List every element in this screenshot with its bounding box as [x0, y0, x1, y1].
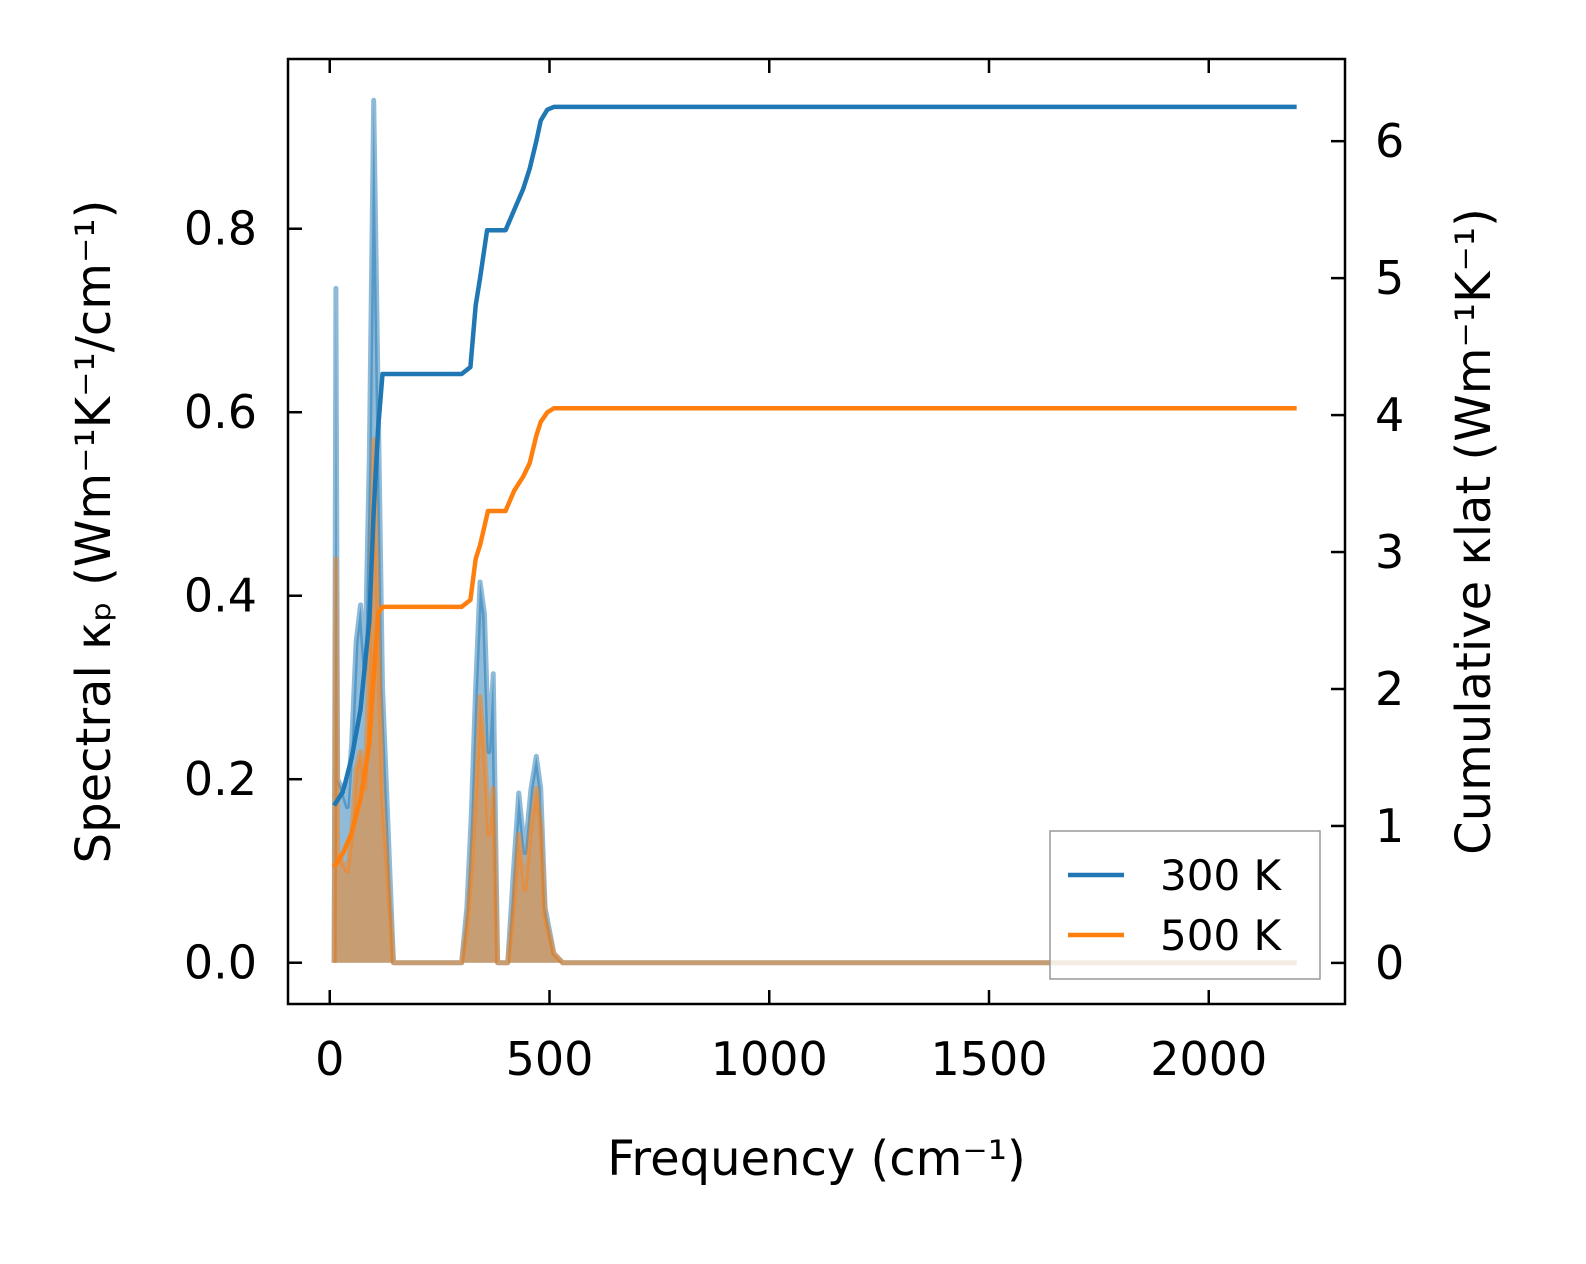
y-left-tick-label: 0.6 — [184, 385, 257, 439]
y-left-tick-label: 0.0 — [184, 936, 257, 990]
y-right-tick-label: 3 — [1375, 525, 1404, 579]
spectral-line-1 — [331, 97, 1297, 966]
x-tick-label: 1500 — [930, 1032, 1047, 1086]
y-right-tick-label: 2 — [1375, 662, 1404, 716]
x-tick-label: 1000 — [711, 1032, 828, 1086]
y-right-tick-label: 1 — [1375, 799, 1404, 853]
y-left-tick-label: 0.4 — [184, 569, 257, 623]
y-right-tick-label: 0 — [1375, 936, 1404, 990]
spectral-line-2 — [331, 437, 1297, 966]
cumulative-line-2 — [332, 405, 1297, 869]
y-right-tick-label: 6 — [1375, 114, 1404, 168]
legend-box — [1049, 830, 1321, 980]
y-left-tick-label: 0.2 — [184, 752, 257, 806]
legend: 300 K 500 K — [1049, 830, 1321, 980]
x-tick-label: 2000 — [1150, 1032, 1267, 1086]
legend-label-1: 300 K — [1160, 851, 1283, 900]
y-right-tick-label: 5 — [1375, 251, 1404, 305]
legend-label-2: 500 K — [1160, 911, 1283, 960]
x-tick-label: 0 — [315, 1032, 344, 1086]
y-axis-right-label: Cumulative κlat (Wm⁻¹K⁻¹) — [1446, 208, 1502, 855]
x-axis-label: Frequency (cm⁻¹) — [607, 1131, 1025, 1187]
x-tick-label: 500 — [506, 1032, 594, 1086]
axes-frame — [286, 57, 1347, 1006]
y-axis-left-label: Spectral κₚ (Wm⁻¹K⁻¹/cm⁻¹) — [66, 200, 122, 864]
ticks: 0 500 1000 1500 2000 0.0 0.2 0.4 0.6 0.8 0 1 2 3 4 5 6 — [184, 59, 1404, 1086]
y-left-tick-label: 0.8 — [184, 202, 257, 256]
plot-area — [331, 97, 1297, 966]
cumulative-line-1 — [332, 104, 1297, 807]
y-right-tick-label: 4 — [1375, 388, 1404, 442]
